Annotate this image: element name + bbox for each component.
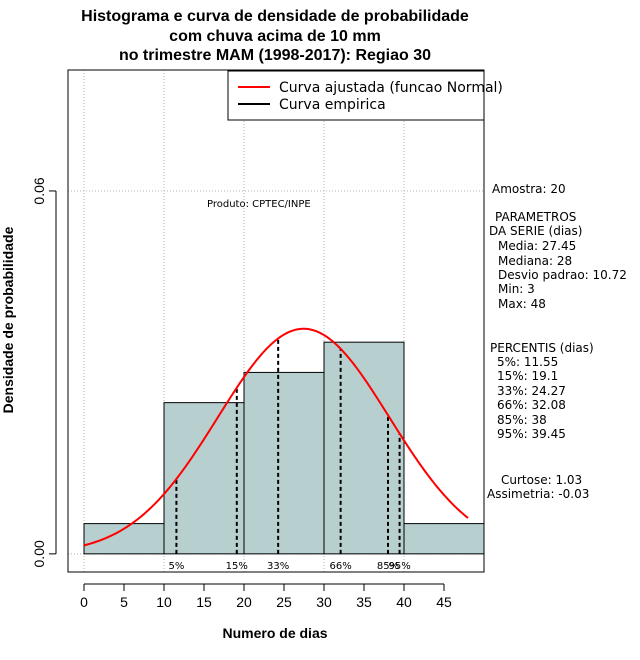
percentile-5: 5%: 11.55 xyxy=(497,355,558,369)
percentiles-header: PERCENTIS (dias) xyxy=(490,341,594,355)
x-tick-label: 40 xyxy=(396,594,412,610)
x-tick-label: 20 xyxy=(236,594,252,610)
param-max: Max: 48 xyxy=(498,297,546,311)
legend: Curva ajustada (funcao Normal) Curva emp… xyxy=(227,70,503,121)
percentile-label: 66% xyxy=(330,561,352,572)
param-mean: Media: 27.45 xyxy=(498,239,576,253)
percentile-label: 15% xyxy=(226,561,248,572)
params-header: PARAMETROS xyxy=(495,210,576,224)
params-subheader: DA SERIE (dias) xyxy=(489,224,582,238)
x-tick-label: 10 xyxy=(156,594,172,610)
percentile-label: 95% xyxy=(388,561,410,572)
x-tick-label: 30 xyxy=(316,594,332,610)
legend-box xyxy=(227,70,485,121)
percentile-85: 85%: 38 xyxy=(497,413,547,427)
percentile-33: 33%: 24.27 xyxy=(497,384,566,398)
chart-title-line-2: com chuva acima de 10 mm xyxy=(169,28,381,45)
y-axis-title: Densidade de probabilidade xyxy=(0,226,16,413)
normal-curve-line xyxy=(83,327,469,547)
param-median: Mediana: 28 xyxy=(498,254,572,268)
percentile-66: 66%: 32.08 xyxy=(497,398,566,412)
plot-frame xyxy=(67,69,485,573)
x-axis-title: Numero de dias xyxy=(222,625,327,641)
histogram-bar xyxy=(323,341,405,555)
kurtosis: Curtose: 1.03 xyxy=(501,473,582,487)
legend-label-fitted: Curva ajustada (funcao Normal) xyxy=(279,80,503,96)
percentile-label: 85% xyxy=(377,561,399,572)
histogram-bar xyxy=(403,523,485,555)
x-tick-label: 15 xyxy=(196,594,212,610)
y-tick-label: 0.00 xyxy=(31,540,47,567)
x-tick-label: 45 xyxy=(436,594,452,610)
sample-size: Amostra: 20 xyxy=(492,182,566,196)
axes: 0 5 10 15 20 25 30 35 40 45 0.00 0.06 xyxy=(31,177,452,610)
percentile-15: 15%: 19.1 xyxy=(497,369,558,383)
percentile-95: 95%: 39.45 xyxy=(497,427,566,441)
param-stddev: Desvio padrao: 10.72 xyxy=(498,268,627,282)
x-tick-label: 25 xyxy=(276,594,292,610)
param-min: Min: 3 xyxy=(498,282,535,296)
x-tick-label: 35 xyxy=(356,594,372,610)
normal-curve xyxy=(83,327,469,547)
chart-title-line-3: no trimestre MAM (1998-2017): Regiao 30 xyxy=(119,47,431,64)
stats-panel: Amostra: 20 PARAMETROS DA SERIE (dias) M… xyxy=(487,182,627,501)
percentile-label: 33% xyxy=(267,561,289,572)
legend-label-empirical: Curva empirica xyxy=(279,97,386,113)
x-tick-label: 5 xyxy=(120,594,128,610)
histogram-bars xyxy=(83,341,485,555)
skewness: Assimetria: -0.03 xyxy=(487,487,589,501)
x-tick-label: 0 xyxy=(80,594,88,610)
y-tick-label: 0.06 xyxy=(31,177,47,204)
percentile-lines: 5% 15% 33% 66% 85%95% xyxy=(168,338,411,572)
chart-title-line-1: Histograma e curva de densidade de proba… xyxy=(81,8,469,25)
product-label: Produto: CPTEC/INPE xyxy=(207,199,311,210)
histogram-bar xyxy=(243,371,325,555)
percentile-label: 5% xyxy=(168,561,184,572)
